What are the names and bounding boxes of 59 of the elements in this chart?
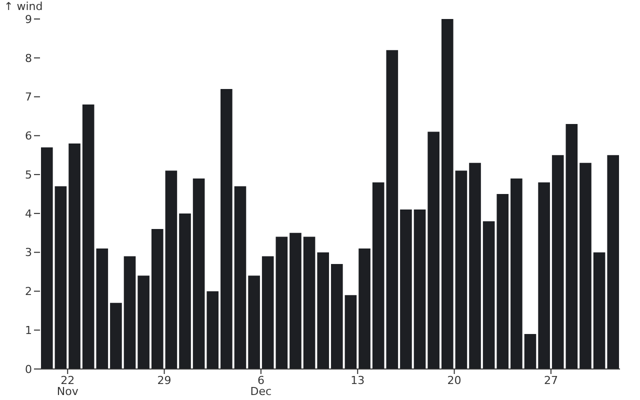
bar: [290, 232, 302, 369]
bar: [82, 104, 94, 369]
bar: [206, 291, 219, 369]
bar: [124, 256, 136, 369]
bar: [400, 210, 412, 369]
y-tick-label: 9: [25, 12, 32, 26]
bar: [566, 124, 578, 369]
bar: [331, 264, 343, 369]
bar: [524, 334, 536, 369]
bar: [469, 162, 481, 369]
x-tick-label: 27: [544, 374, 558, 387]
bar: [54, 186, 67, 369]
y-tick-label: 4: [25, 207, 32, 220]
bar: [262, 256, 274, 369]
y-axis-title: ↑ wind: [4, 0, 43, 13]
bar: [96, 248, 108, 369]
bar: [248, 276, 260, 369]
bar: [68, 143, 80, 369]
bar: [276, 236, 288, 369]
bar: [482, 221, 495, 369]
bar: [220, 89, 232, 369]
bar: [538, 182, 550, 369]
y-tick-label: 7: [25, 90, 32, 104]
x-tick-label: 22 Nov: [56, 374, 79, 398]
x-tick-label: 20: [447, 374, 462, 387]
bar: [317, 252, 330, 369]
x-tick-label: 29: [157, 374, 172, 387]
bar: [110, 302, 122, 369]
x-tick-label: 13: [350, 374, 365, 387]
bar: [552, 155, 564, 369]
y-tick-label: 5: [25, 168, 32, 182]
bar: [151, 229, 164, 369]
bar: [441, 19, 454, 369]
bar: [41, 147, 53, 369]
y-tick-label: 6: [25, 130, 32, 143]
y-tick-label: 8: [25, 52, 32, 65]
bar: [165, 170, 178, 369]
bar: [138, 276, 150, 369]
x-tick-label: 6 Dec: [250, 374, 272, 398]
bar: [179, 213, 191, 369]
bar: [414, 210, 426, 369]
y-tick-label: 0: [25, 362, 32, 376]
bar: [192, 178, 205, 369]
bar: [607, 155, 620, 369]
bar: [386, 50, 398, 369]
bar: [496, 194, 509, 369]
bar: [593, 252, 606, 369]
y-tick-label: 1: [25, 324, 32, 338]
bar: [510, 178, 522, 369]
bar: [580, 162, 592, 369]
y-tick-label: 2: [25, 285, 32, 298]
bar: [358, 248, 370, 369]
bar: [372, 182, 384, 369]
bar: [344, 295, 357, 369]
bar: [234, 186, 246, 369]
bar: [428, 132, 440, 369]
y-tick-label: 3: [25, 246, 32, 260]
bar: [455, 170, 468, 369]
bar: [303, 236, 316, 369]
